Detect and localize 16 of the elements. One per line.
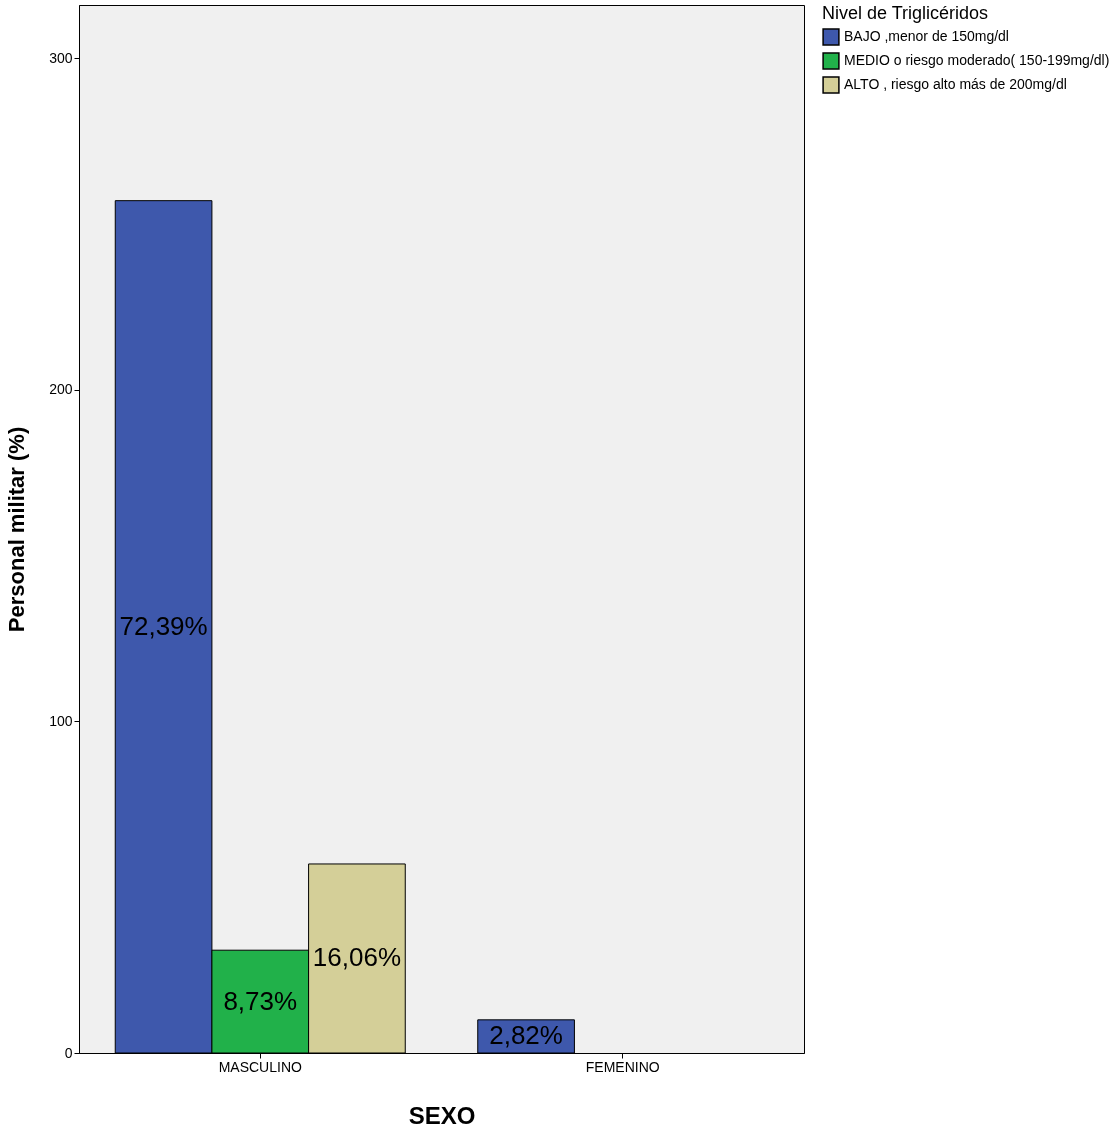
y-tick-label: 300 bbox=[49, 49, 73, 66]
y-tick-label: 200 bbox=[49, 381, 73, 398]
y-tick-label: 0 bbox=[64, 1044, 73, 1061]
legend-label: MEDIO o riesgo moderado( 150-199mg/dl) bbox=[844, 52, 1110, 68]
x-tick-label: MASCULINO bbox=[218, 1058, 302, 1075]
x-tick-label: FEMENINO bbox=[585, 1058, 660, 1075]
x-axis-title: SEXO bbox=[408, 1101, 476, 1129]
legend-label: BAJO ,menor de 150mg/dl bbox=[844, 28, 1009, 44]
y-axis-title: Personal militar (%) bbox=[4, 426, 30, 633]
legend-title: Nivel de Triglicéridos bbox=[822, 3, 989, 23]
annotation: 16,06% bbox=[312, 942, 402, 973]
legend-label: ALTO , riesgo alto más de 200mg/dl bbox=[844, 76, 1067, 92]
annotation: 72,39% bbox=[119, 610, 208, 641]
annotation: 8,73% bbox=[223, 985, 298, 1016]
y-tick-label: 100 bbox=[49, 712, 73, 729]
annotation: 2,82% bbox=[489, 1020, 563, 1051]
